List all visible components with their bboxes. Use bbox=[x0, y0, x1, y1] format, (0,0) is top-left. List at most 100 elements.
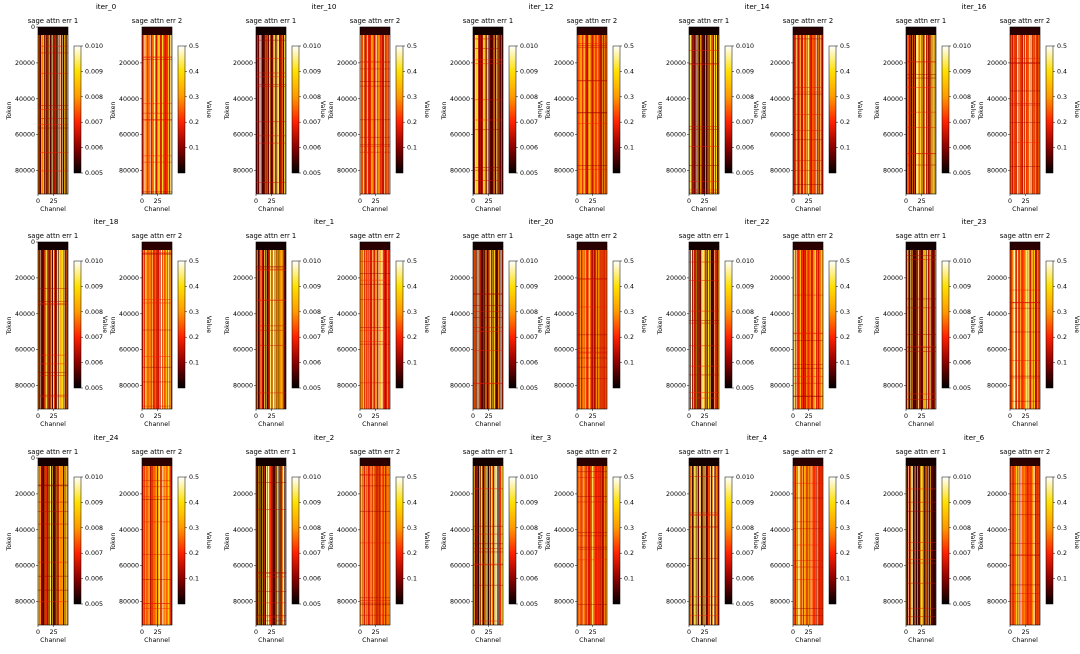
heatmap-column bbox=[711, 35, 713, 194]
colorbar-tick-label: 0.006 bbox=[303, 360, 321, 367]
heatmap-column bbox=[484, 250, 486, 409]
heatmap-column bbox=[281, 250, 282, 409]
heatmap-row-streak bbox=[256, 72, 286, 74]
heatmap-column bbox=[702, 466, 703, 625]
heatmap-column bbox=[579, 466, 581, 625]
colorbar-tick-label: 0.008 bbox=[303, 309, 321, 316]
heatmap-column bbox=[66, 35, 68, 194]
heatmap-column bbox=[158, 250, 160, 409]
x-axis-label: Channel bbox=[1012, 421, 1038, 428]
colorbar bbox=[395, 476, 404, 605]
heatmap-column bbox=[144, 250, 146, 409]
heatmap-column bbox=[1022, 466, 1024, 625]
heatmap-column bbox=[51, 466, 53, 625]
heatmap-column bbox=[701, 35, 703, 194]
heatmap-column bbox=[717, 35, 718, 194]
heatmap-column bbox=[63, 466, 64, 625]
heatmap-row-streak bbox=[256, 345, 286, 346]
colorbar-tick-label: 0.005 bbox=[736, 601, 754, 608]
heatmap-column bbox=[1030, 35, 1032, 194]
heatmap-column bbox=[42, 466, 44, 625]
heatmap-column bbox=[1032, 35, 1034, 194]
heatmap-column bbox=[1030, 466, 1031, 625]
heatmap-image bbox=[793, 458, 823, 625]
y-tick-label: 20000 bbox=[666, 491, 686, 498]
heatmap-column bbox=[913, 466, 915, 625]
heatmap-column bbox=[1010, 466, 1012, 625]
y-tick-label: 40000 bbox=[337, 96, 357, 103]
heatmap-column bbox=[381, 250, 383, 409]
heatmap-column bbox=[169, 250, 171, 409]
heatmap-column bbox=[55, 250, 57, 409]
heatmap-column bbox=[371, 250, 373, 409]
heatmap-column bbox=[482, 35, 484, 194]
heatmap-column bbox=[257, 466, 259, 625]
heatmap-column bbox=[1026, 35, 1028, 194]
heatmap-column bbox=[282, 35, 284, 194]
heatmap-column bbox=[934, 466, 936, 625]
heatmap-row-streak bbox=[38, 127, 68, 129]
heatmap-column bbox=[388, 250, 389, 409]
y-tick-label: 20000 bbox=[119, 491, 139, 498]
heatmap-column bbox=[489, 35, 491, 194]
y-axis-label: Token bbox=[657, 533, 664, 552]
heatmap-column bbox=[918, 250, 920, 409]
heatmap-column bbox=[603, 250, 605, 409]
colorbar bbox=[291, 476, 300, 605]
heatmap-column bbox=[715, 35, 717, 194]
heatmap-column bbox=[592, 250, 593, 409]
heatmap-column bbox=[256, 466, 258, 625]
colorbar-tick-label: 0.010 bbox=[303, 474, 321, 481]
heatmap-column bbox=[475, 35, 477, 194]
heatmap-column bbox=[41, 250, 43, 409]
x-tick-label: 25 bbox=[485, 629, 493, 636]
heatmap-row-streak bbox=[38, 105, 68, 106]
heatmap-column bbox=[1036, 466, 1038, 625]
heatmap-column bbox=[1016, 35, 1018, 194]
heatmap-column bbox=[388, 250, 390, 409]
colorbar-tick-label: 0.005 bbox=[953, 170, 971, 177]
heatmap-row-streak bbox=[142, 57, 172, 58]
colorbar-tick-label: 0.010 bbox=[736, 43, 754, 50]
heatmap-column bbox=[1023, 466, 1024, 625]
heatmap-column bbox=[1021, 35, 1023, 194]
x-tick-label: 25 bbox=[589, 413, 597, 420]
heatmap-row-streak bbox=[1010, 90, 1040, 92]
colorbar-label: Value bbox=[969, 101, 976, 118]
x-axis-label: Channel bbox=[579, 637, 605, 644]
heatmap-column bbox=[474, 466, 476, 625]
colorbar-tick-label: 0.006 bbox=[736, 145, 754, 152]
heatmap-column bbox=[155, 35, 157, 194]
heatmap-column bbox=[801, 250, 803, 409]
heatmap-column bbox=[53, 250, 54, 409]
heatmap-column bbox=[269, 466, 271, 625]
heatmap-row-streak bbox=[689, 63, 719, 65]
heatmap-column bbox=[163, 35, 165, 194]
heatmap-column bbox=[1039, 250, 1040, 409]
heatmap-column bbox=[935, 466, 936, 625]
heatmap-column bbox=[821, 250, 823, 409]
heatmap-column bbox=[488, 250, 490, 409]
heatmap-column bbox=[483, 466, 485, 625]
group-title: iter_14 bbox=[745, 2, 770, 11]
heatmap-column bbox=[482, 466, 484, 625]
heatmap-column bbox=[586, 466, 588, 625]
x-tick-label: 0 bbox=[575, 413, 579, 420]
subplot-title: sage attn err 2 bbox=[132, 232, 182, 240]
heatmap-column bbox=[61, 35, 63, 194]
heatmap-column bbox=[598, 250, 600, 409]
heatmap-column bbox=[1035, 250, 1036, 409]
heatmap-column bbox=[52, 466, 54, 625]
colorbar-tick-label: 0.1 bbox=[840, 145, 850, 152]
heatmap-column bbox=[934, 35, 935, 194]
y-axis-label: Token bbox=[441, 533, 448, 552]
heatmap-image bbox=[142, 458, 172, 625]
heatmap-column bbox=[377, 466, 379, 625]
heatmap-column bbox=[818, 466, 820, 625]
y-tick-label: 20000 bbox=[233, 275, 253, 282]
heatmap-column bbox=[273, 466, 275, 625]
heatmap-column bbox=[256, 35, 257, 194]
heatmap-column bbox=[1025, 466, 1027, 625]
heatmap-column bbox=[44, 466, 46, 625]
heatmap-column bbox=[387, 35, 389, 194]
